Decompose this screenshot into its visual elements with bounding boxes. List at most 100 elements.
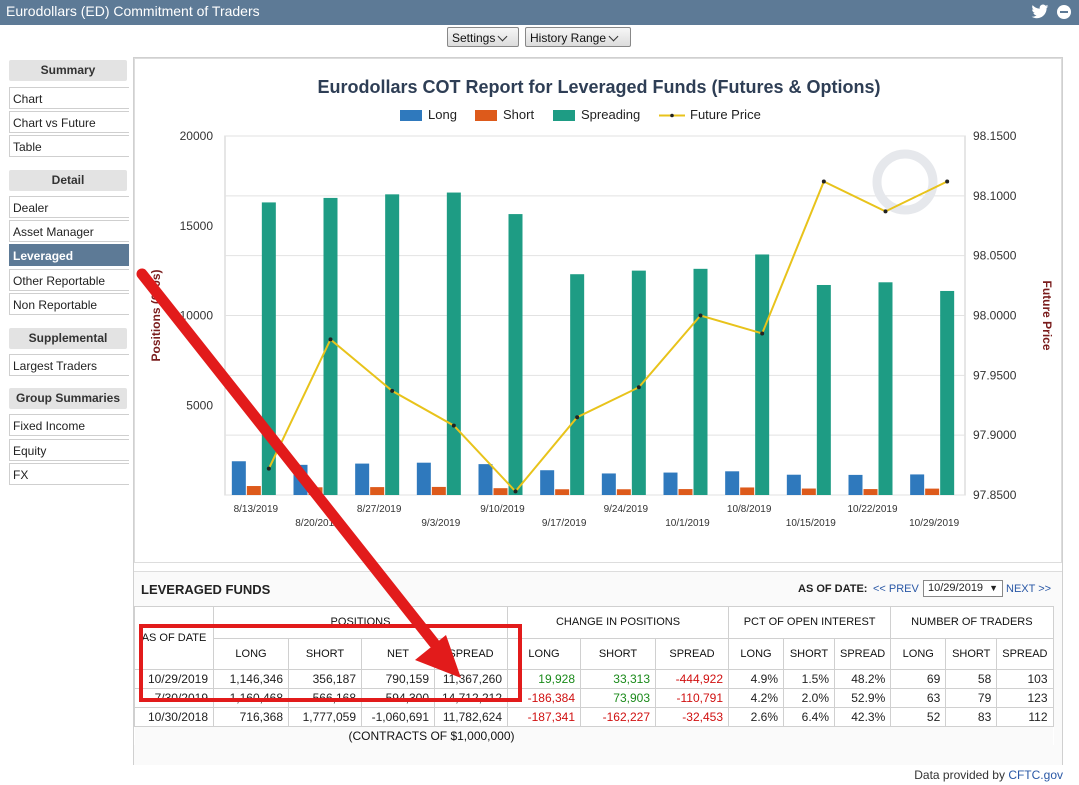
chart-plot: 98.1500 98.1000 98.0500 98.0000 97.9500 97.90… (149, 129, 1054, 529)
sidebar-item-asset-manager[interactable]: Asset Manager (9, 220, 129, 242)
cell: 594,300 (361, 688, 435, 708)
bar-spreading (385, 194, 400, 495)
history-range-label: History Range (530, 31, 607, 45)
col-header: LONG (213, 637, 289, 670)
cell: 2.0% (783, 688, 835, 708)
footnote-spacer (728, 726, 1053, 745)
sidebar-item-fixed-income[interactable]: Fixed Income (9, 414, 129, 436)
traders-group-header: NUMBER OF TRADERS (890, 606, 1054, 639)
x-tick-label: 10/8/2019 (727, 504, 772, 515)
x-tick-label: 8/27/2019 (357, 504, 402, 515)
sidebar-item-chart-vs-future[interactable]: Chart vs Future (9, 111, 129, 133)
chevron-down-icon (497, 31, 508, 42)
legend-future-price[interactable]: Future Price (659, 107, 761, 122)
bar-short (616, 489, 631, 495)
cftc-link[interactable]: CFTC.gov (1008, 768, 1063, 782)
title-bar: Eurodollars (ED) Commitment of Traders (0, 0, 1079, 25)
window-title: Eurodollars (ED) Commitment of Traders (6, 3, 260, 19)
legend-long-swatch (400, 110, 422, 122)
y-tick-label: 20000 (180, 129, 214, 143)
cell: 4.2% (728, 688, 784, 708)
cell: -186,384 (507, 688, 581, 708)
sidebar-item-largest-traders[interactable]: Largest Traders (9, 354, 129, 376)
legend-short[interactable]: Short (475, 107, 534, 122)
x-tick-label: 10/15/2019 (786, 518, 836, 529)
bar-short (308, 487, 323, 495)
cell-date: 10/30/2018 (134, 707, 214, 727)
col-header: NET (361, 637, 435, 670)
bar-spreading (693, 268, 708, 495)
future-price-point (760, 331, 765, 336)
bar-spreading (570, 274, 585, 495)
cell: 2.6% (728, 707, 784, 727)
cell: 123 (996, 688, 1054, 708)
x-tick-label: 10/22/2019 (847, 504, 897, 515)
footer: Data provided by CFTC.gov (914, 768, 1063, 782)
y2-tick-label: 98.0000 (973, 309, 1017, 323)
cell: -32,453 (655, 707, 729, 727)
y-tick-label: 15000 (180, 219, 214, 233)
cell: 566,168 (288, 688, 362, 708)
twitter-icon[interactable] (1031, 4, 1049, 20)
sidebar-item-non-reportable[interactable]: Non Reportable (9, 293, 129, 315)
future-price-point (513, 489, 518, 494)
sidebar-header-summary: Summary (9, 60, 127, 81)
chart-container: Eurodollars COT Report for Leveraged Fun… (134, 58, 1062, 563)
history-range-dropdown[interactable]: History Range (525, 27, 631, 47)
x-tick-label: 9/24/2019 (604, 504, 649, 515)
bar-long (416, 462, 431, 495)
sidebar-item-leveraged[interactable]: Leveraged (9, 244, 129, 266)
cell: 790,159 (361, 669, 435, 689)
cell: 112 (996, 707, 1054, 727)
next-link[interactable]: NEXT >> (1006, 583, 1052, 595)
cell: 19,928 (507, 669, 581, 689)
legend-long[interactable]: Long (400, 107, 457, 122)
cell: 33,313 (580, 669, 656, 689)
table-row: 10/30/2018 716,368 1,777,059 -1,060,691 … (134, 707, 1054, 727)
bar-spreading (755, 254, 770, 495)
prev-link[interactable]: << PREV (873, 583, 919, 595)
bar-spreading (508, 214, 523, 495)
y2-tick-label: 97.9500 (973, 368, 1017, 382)
x-tick-label: 9/10/2019 (480, 504, 525, 515)
legend-spreading-swatch (553, 110, 575, 122)
table-title: LEVERAGED FUNDS (141, 582, 271, 597)
settings-dropdown[interactable]: Settings (447, 27, 519, 47)
bar-short (555, 489, 570, 495)
bar-long (725, 471, 740, 495)
minimize-icon[interactable] (1057, 5, 1071, 19)
main-panel: Eurodollars COT Report for Leveraged Fun… (133, 57, 1063, 765)
sidebar-item-fx[interactable]: FX (9, 463, 129, 485)
x-tick-label: 9/17/2019 (542, 518, 587, 529)
cell: 716,368 (213, 707, 289, 727)
sidebar-item-other-reportable[interactable]: Other Reportable (9, 269, 129, 291)
sidebar-item-equity[interactable]: Equity (9, 439, 129, 461)
cell: 79 (945, 688, 998, 708)
cell-date: 7/30/2019 (134, 688, 214, 708)
bar-long (231, 461, 246, 495)
change-group-header: CHANGE IN POSITIONS (507, 606, 729, 639)
date-select[interactable]: 10/29/2019 ▼ (923, 580, 1003, 597)
bar-short (246, 486, 261, 495)
sidebar-header-detail: Detail (9, 170, 127, 191)
bar-short (493, 488, 508, 495)
cell: -444,922 (655, 669, 729, 689)
sidebar-item-chart[interactable]: Chart (9, 87, 129, 109)
col-header: SPREAD (434, 637, 508, 670)
cell: 52.9% (833, 688, 892, 708)
sidebar-item-dealer[interactable]: Dealer (9, 196, 129, 218)
table-row: 7/30/2019 1,160,468 566,168 594,300 14,7… (134, 688, 1054, 708)
sidebar-item-table[interactable]: Table (9, 135, 129, 157)
x-tick-label: 9/3/2019 (421, 518, 460, 529)
cell: -1,060,691 (361, 707, 435, 727)
y2-axis-title: Future Price (1040, 280, 1054, 350)
bar-spreading (631, 270, 646, 495)
bar-short (801, 488, 816, 495)
date-select-value: 10/29/2019 (928, 582, 984, 594)
future-price-point (883, 209, 888, 214)
legend-spreading[interactable]: Spreading (553, 107, 640, 122)
cell: 356,187 (288, 669, 362, 689)
cell: 42.3% (833, 707, 892, 727)
x-tick-label: 8/20/2019 (295, 518, 340, 529)
bar-short (370, 487, 385, 495)
